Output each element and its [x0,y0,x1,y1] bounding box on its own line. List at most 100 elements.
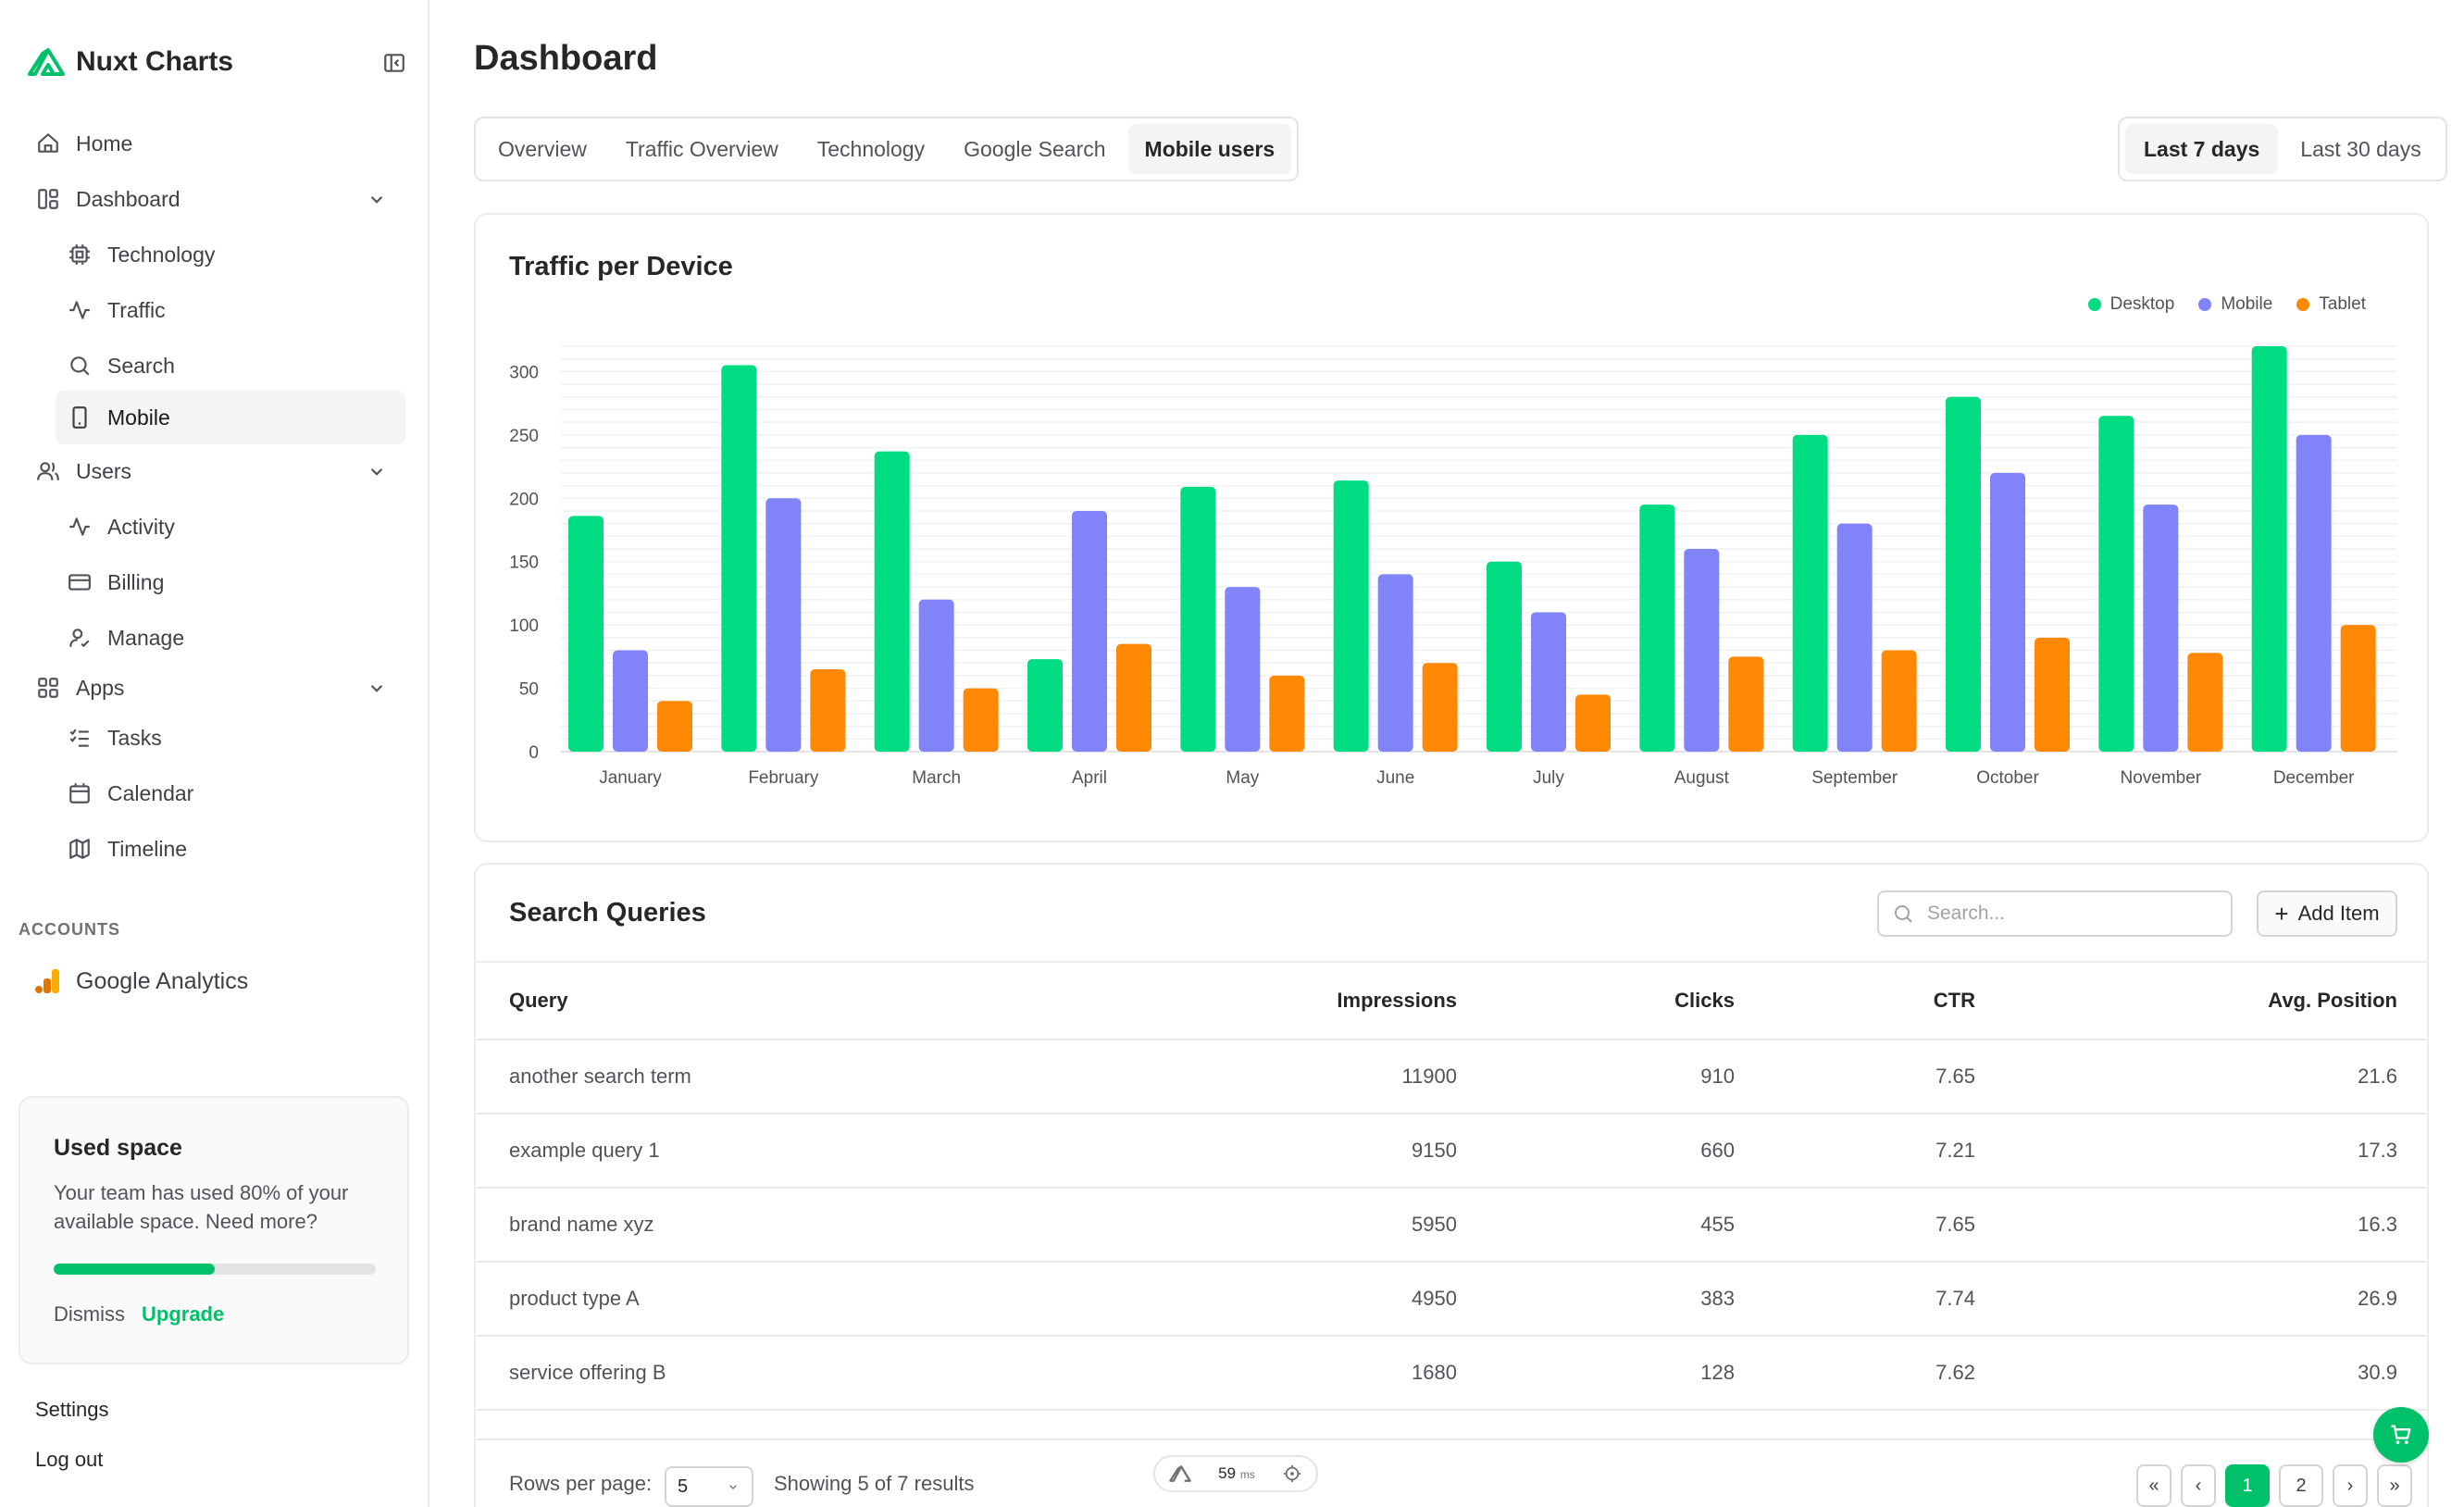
page-button-2[interactable]: 2 [2279,1464,2323,1507]
cell-query: another search term [509,1065,691,1088]
last-page-button[interactable]: » [2377,1464,2412,1507]
table-row[interactable]: another search term 11900 910 7.65 21.6 [476,1040,2427,1114]
next-page-button[interactable]: › [2333,1464,2368,1507]
chevron-down-icon[interactable] [365,459,389,483]
range-last-30-days[interactable]: Last 30 days [2300,136,2421,161]
devtools-pill[interactable]: 59 ms [1153,1455,1318,1492]
column-header-avg-position[interactable]: Avg. Position [2268,989,2397,1012]
nuxt-logo-icon [28,46,65,78]
render-time-unit: ms [1239,1468,1255,1481]
chevron-down-icon[interactable] [365,676,389,700]
sidebar-item-activity[interactable]: Activity [56,502,405,552]
column-header-ctr[interactable]: CTR [1933,989,1975,1012]
cell-query: brand name xyz [509,1213,654,1236]
sidebar: Nuxt Charts Home Dashboard Technology Tr… [0,0,429,1507]
legend-item-desktop[interactable]: Desktop [2087,294,2175,315]
table-row[interactable]: example query 1 9150 660 7.21 17.3 [476,1114,2427,1188]
dismiss-button[interactable]: Dismiss [54,1302,125,1326]
table-row[interactable]: brand name xyz 5950 455 7.65 16.3 [476,1188,2427,1262]
sidebar-item-traffic[interactable]: Traffic [56,285,405,335]
sidebar-item-billing[interactable]: Billing [56,557,405,607]
bar-desktop [1639,504,1675,752]
column-header-impressions[interactable]: Impressions [1337,989,1457,1012]
search-icon [67,353,93,379]
used-space-progress [54,1264,376,1275]
x-tick-label: May [1226,768,1259,788]
bar-desktop [1792,434,1828,752]
upgrade-button[interactable]: Upgrade [142,1302,225,1326]
bar-chart: 0 50 100 150 200 250 300 January February March Ap… [509,345,2397,788]
settings-link[interactable]: Settings [35,1398,109,1421]
cart-fab-button[interactable] [2373,1407,2429,1463]
credit-card-icon [67,569,93,595]
sidebar-item-home[interactable]: Home [28,118,405,168]
sidebar-item-search[interactable]: Search [56,341,405,391]
bar-mobile [1836,523,1873,752]
x-tick-label: February [748,768,819,788]
legend-dot [2198,298,2212,311]
sidebar-item-users[interactable]: Users [28,446,405,496]
bar-tablet [963,688,999,752]
tab-overview[interactable]: Overview [498,136,587,161]
sidebar-item-label: Manage [107,625,185,650]
sidebar-item-manage[interactable]: Manage [56,613,405,663]
sidebar-item-technology[interactable]: Technology [56,230,405,280]
tab-mobile-users[interactable]: Mobile users [1127,124,1292,174]
account-google-analytics[interactable]: Google Analytics [33,963,248,1000]
column-header-query[interactable]: Query [509,989,568,1012]
search-field[interactable] [1877,890,2233,937]
search-input[interactable] [1927,903,2223,925]
bar-desktop [1333,480,1369,752]
x-tick-label: January [599,768,662,788]
logout-link[interactable]: Log out [35,1448,104,1471]
cell-avg-position: 17.3 [2358,1139,2397,1162]
tab-traffic-overview[interactable]: Traffic Overview [625,136,778,161]
table-row[interactable]: service offering B 1680 128 7.62 30.9 [476,1336,2427,1410]
legend-label: Tablet [2319,294,2366,314]
cell-ctr: 7.65 [1935,1213,1975,1236]
prev-page-button[interactable]: ‹ [2181,1464,2216,1507]
bar-mobile [1990,472,2025,752]
legend-dot [2087,298,2101,311]
page-button-1[interactable]: 1 [2225,1464,2270,1507]
first-page-button[interactable]: « [2136,1464,2172,1507]
sidebar-item-tasks[interactable]: Tasks [56,713,405,763]
sidebar-item-apps[interactable]: Apps [28,663,405,713]
legend-item-mobile[interactable]: Mobile [2198,294,2272,315]
add-item-button[interactable]: + Add Item [2257,890,2397,937]
cell-impressions: 11900 [1401,1065,1457,1088]
tab-google-search[interactable]: Google Search [964,136,1106,161]
bar-tablet [1575,694,1611,752]
column-header-clicks[interactable]: Clicks [1674,989,1735,1012]
collapse-sidebar-button[interactable] [380,48,409,78]
tasks-icon [67,725,93,751]
sidebar-item-mobile[interactable]: Mobile [56,391,405,444]
bar-mobile [1377,574,1413,752]
activity-icon [67,297,93,323]
table-row[interactable]: product type A 4950 383 7.74 26.9 [476,1262,2427,1336]
chevron-down-icon[interactable] [365,187,389,211]
crosshair-icon[interactable] [1282,1463,1302,1484]
sidebar-item-label: Search [107,353,175,378]
bar-mobile [765,498,802,752]
google-analytics-icon [33,967,61,995]
range-last-7-days[interactable]: Last 7 days [2125,124,2279,174]
bar-tablet [1728,656,1764,752]
sidebar-item-timeline[interactable]: Timeline [56,824,405,874]
brand[interactable]: Nuxt Charts [28,43,233,81]
legend-label: Desktop [2109,294,2175,314]
cart-icon [2388,1422,2414,1448]
y-tick-label: 150 [509,554,539,573]
sidebar-item-calendar[interactable]: Calendar [56,768,405,818]
rows-per-page-select[interactable]: 5 [665,1466,753,1507]
y-tick-label: 300 [509,363,539,382]
legend-item-tablet[interactable]: Tablet [2296,294,2366,315]
sidebar-collapse-icon [384,54,404,72]
cell-clicks: 455 [1700,1213,1735,1236]
tab-technology[interactable]: Technology [816,136,926,161]
sidebar-item-dashboard[interactable]: Dashboard [28,174,405,224]
search-queries-card: Search Queries + Add Item Query Impressi… [474,863,2429,1507]
table-footer: Rows per page: 5 Showing 5 of 7 results … [476,1438,2427,1507]
bar-tablet [2340,625,2376,752]
bar-tablet [810,669,846,752]
